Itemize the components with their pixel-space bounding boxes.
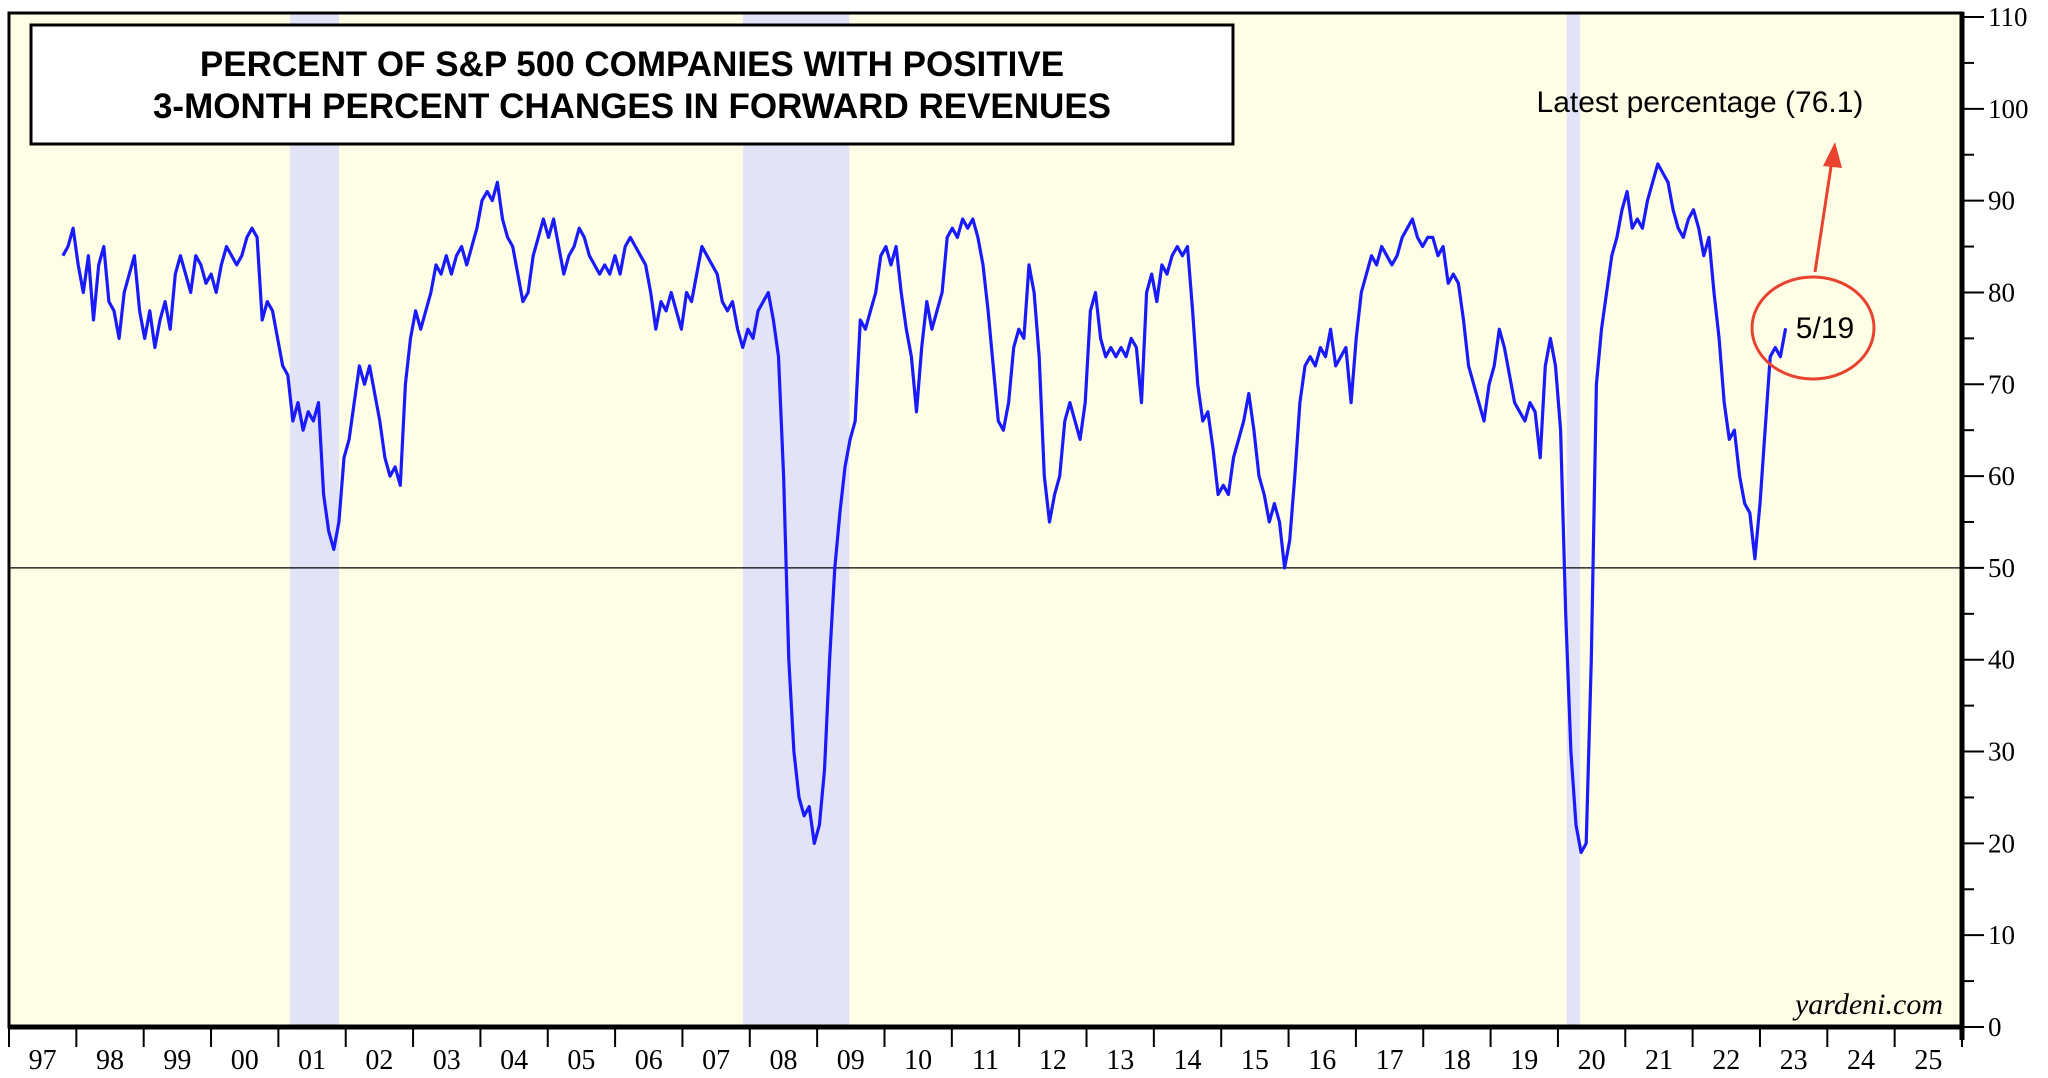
chart-title-line-2: 3-MONTH PERCENT CHANGES IN FORWARD REVEN…	[153, 87, 1111, 126]
y-tick-label: 70	[1988, 369, 2015, 399]
y-tick-label: 30	[1988, 737, 2015, 767]
x-tick-label: 07	[702, 1045, 730, 1076]
x-tick-label: 25	[1914, 1045, 1942, 1076]
x-tick-label: 19	[1510, 1045, 1538, 1076]
x-tick-label: 06	[635, 1045, 663, 1076]
recession-shading	[289, 13, 1581, 1027]
x-tick-label: 03	[433, 1045, 461, 1076]
credit-label: yardeni.com	[1792, 988, 1943, 1021]
x-tick-label: 99	[163, 1045, 191, 1076]
y-tick-label: 110	[1988, 2, 2028, 32]
y-tick-label: 60	[1988, 461, 2015, 491]
latest-circle	[1750, 275, 1876, 381]
x-tick-label: 21	[1645, 1045, 1673, 1076]
arrow-icon	[1813, 142, 1842, 273]
chart-title-line-1: PERCENT OF S&P 500 COMPANIES WITH POSITI…	[200, 45, 1064, 84]
y-axis: 0 10 20 30 40 50 60 70 80 90 100 110	[1962, 2, 2029, 1042]
x-tick-label: 13	[1106, 1045, 1134, 1076]
x-tick-label: 02	[365, 1045, 393, 1076]
x-tick-label: 98	[96, 1045, 124, 1076]
x-tick-label: 97	[29, 1045, 57, 1076]
x-tick-label: 16	[1308, 1045, 1336, 1076]
x-tick-label: 24	[1847, 1045, 1875, 1076]
y-tick-label: 100	[1988, 94, 2029, 124]
x-tick-label: 17	[1376, 1045, 1404, 1076]
x-tick-label: 20	[1578, 1045, 1606, 1076]
x-tick-label: 12	[1039, 1045, 1067, 1076]
x-tick-label: 18	[1443, 1045, 1471, 1076]
x-tick-label: 08	[769, 1045, 797, 1076]
x-tick-label: 05	[567, 1045, 595, 1076]
latest-date-label: 5/19	[1796, 312, 1854, 345]
x-tick-label: 10	[904, 1045, 932, 1076]
x-tick-label: 00	[231, 1045, 259, 1076]
y-tick-label: 20	[1988, 828, 2015, 858]
x-tick-label: 11	[972, 1045, 999, 1076]
title-box: PERCENT OF S&P 500 COMPANIES WITH POSITI…	[29, 23, 1235, 146]
series-line	[61, 162, 1788, 855]
x-tick-label: 22	[1712, 1045, 1740, 1076]
series-group	[61, 162, 1788, 855]
x-tick-label: 09	[837, 1045, 865, 1076]
x-tick-label: 04	[500, 1045, 528, 1076]
x-tick-label: 14	[1174, 1045, 1202, 1076]
x-tick-label: 15	[1241, 1045, 1269, 1076]
y-tick-label: 0	[1988, 1012, 2002, 1042]
y-tick-label: 50	[1988, 553, 2015, 583]
y-tick-label: 90	[1988, 186, 2015, 216]
latest-annotation: Latest percentage (76.1)	[1537, 86, 1864, 119]
y-tick-label: 10	[1988, 920, 2015, 950]
recession-band	[289, 13, 339, 1027]
recession-band	[1566, 13, 1581, 1027]
y-tick-label: 40	[1988, 645, 2015, 675]
x-axis: 97 98 99 00 01 02 03 04 05 06 07 08 09 10 11 12 13 14 15 16…	[8, 1027, 1963, 1076]
x-tick-label: 01	[298, 1045, 326, 1076]
y-tick-label: 80	[1988, 277, 2015, 307]
x-tick-label: 23	[1780, 1045, 1808, 1076]
recession-band	[743, 13, 850, 1027]
